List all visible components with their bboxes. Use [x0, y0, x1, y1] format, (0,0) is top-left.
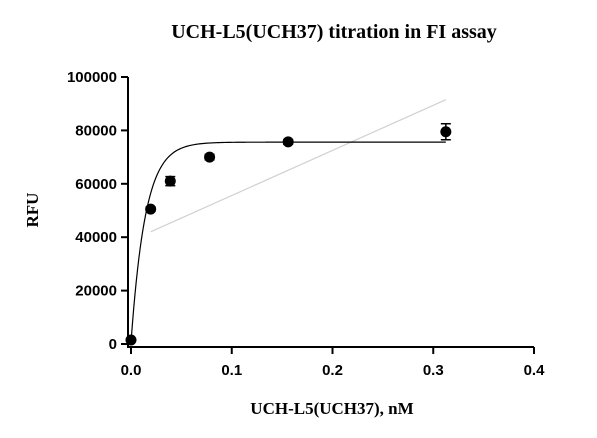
x-tick-label: 0.1	[221, 362, 242, 379]
data-point	[440, 126, 452, 138]
y-tick-label: 0	[109, 336, 117, 353]
x-tick-label: 0.3	[423, 362, 444, 379]
data-point	[282, 136, 294, 148]
x-tick-label: 0.2	[322, 362, 343, 379]
trend-line	[150, 99, 447, 233]
y-axis-title: RFU	[23, 193, 42, 228]
fit-layer	[130, 141, 446, 343]
data-point	[204, 151, 216, 163]
error-bars	[145, 122, 451, 213]
x-tick-label: 0.4	[524, 362, 546, 379]
chart-title: UCH-L5(UCH37) titration in FI assay	[171, 21, 497, 43]
y-tick-label: 80000	[75, 122, 117, 139]
ticks: 0.0 0.1 0.2 0.3 0.4 0 20000 40000 60000 80000 1000…	[67, 69, 545, 379]
y-tick-label: 100000	[67, 69, 117, 86]
y-tick-label: 60000	[75, 176, 117, 193]
data-points	[125, 126, 452, 346]
fit-curve	[130, 141, 446, 343]
x-axis-title: UCH-L5(UCH37), nM	[250, 399, 413, 418]
data-point	[125, 334, 137, 346]
y-tick-label: 20000	[75, 283, 117, 300]
data-point	[145, 203, 157, 215]
data-point	[164, 175, 176, 187]
axes	[127, 77, 534, 348]
x-tick-label: 0.0	[121, 362, 142, 379]
trend-layer	[150, 99, 447, 233]
y-tick-label: 40000	[75, 229, 117, 246]
